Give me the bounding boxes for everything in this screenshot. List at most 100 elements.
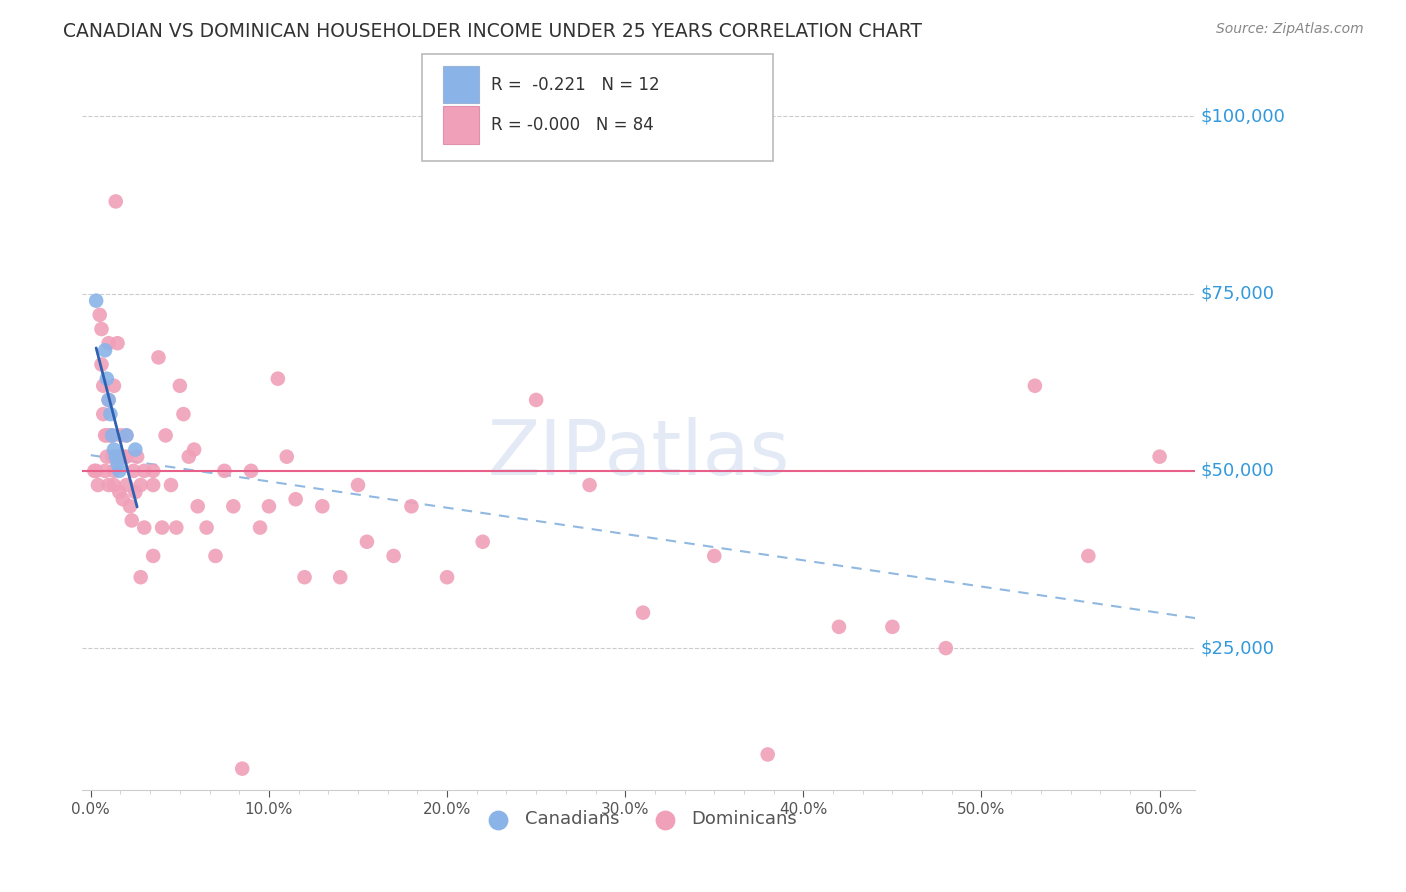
- Point: [115, 428, 138, 442]
- Text: $25,000: $25,000: [1201, 639, 1275, 657]
- Point: [111, 450, 134, 464]
- Point: [90, 322, 112, 336]
- Point: [703, 549, 725, 563]
- Point: [935, 641, 957, 656]
- Point: [524, 392, 547, 407]
- Point: [284, 492, 307, 507]
- Point: [100, 428, 122, 442]
- Point: [578, 478, 600, 492]
- Point: [240, 464, 263, 478]
- Point: [103, 378, 125, 392]
- Point: [169, 378, 191, 392]
- Point: [267, 372, 290, 386]
- Text: R =  -0.221   N = 12: R = -0.221 N = 12: [491, 76, 659, 94]
- Point: [96, 428, 118, 442]
- Point: [97, 478, 120, 492]
- Point: [101, 428, 124, 442]
- Point: [103, 442, 125, 457]
- Point: [104, 450, 127, 464]
- Point: [89, 308, 111, 322]
- Point: [108, 450, 131, 464]
- Point: [83, 464, 105, 478]
- Point: [103, 464, 125, 478]
- Point: [96, 372, 118, 386]
- Point: [294, 570, 316, 584]
- Point: [828, 620, 851, 634]
- Point: [183, 442, 205, 457]
- Point: [134, 464, 156, 478]
- Point: [115, 450, 138, 464]
- Point: [347, 478, 370, 492]
- Point: [127, 450, 149, 464]
- Point: [155, 428, 177, 442]
- Point: [115, 478, 138, 492]
- Point: [118, 500, 141, 514]
- Text: Source: ZipAtlas.com: Source: ZipAtlas.com: [1216, 22, 1364, 37]
- Point: [382, 549, 405, 563]
- Text: $50,000: $50,000: [1201, 462, 1275, 480]
- Point: [94, 343, 117, 358]
- Point: [172, 407, 194, 421]
- Point: [311, 500, 333, 514]
- Point: [1024, 378, 1046, 392]
- Point: [160, 478, 183, 492]
- Point: [101, 428, 124, 442]
- Point: [129, 478, 152, 492]
- Point: [231, 762, 253, 776]
- Point: [276, 450, 298, 464]
- Point: [91, 407, 114, 421]
- Point: [108, 485, 131, 500]
- Point: [214, 464, 236, 478]
- Point: [108, 464, 131, 478]
- Point: [177, 450, 200, 464]
- Point: [1149, 450, 1171, 464]
- Point: [471, 534, 494, 549]
- Point: [124, 485, 146, 500]
- Point: [94, 464, 117, 478]
- Point: [101, 450, 124, 464]
- Point: [104, 194, 127, 209]
- Point: [107, 457, 129, 471]
- Point: [142, 464, 165, 478]
- Point: [84, 464, 107, 478]
- Text: ZIPatlas: ZIPatlas: [488, 417, 790, 491]
- Point: [121, 513, 143, 527]
- Point: [631, 606, 654, 620]
- Text: $75,000: $75,000: [1201, 285, 1275, 302]
- Point: [134, 520, 156, 534]
- Point: [204, 549, 226, 563]
- Point: [129, 570, 152, 584]
- Point: [436, 570, 458, 584]
- Point: [195, 520, 218, 534]
- Point: [249, 520, 271, 534]
- Point: [142, 478, 165, 492]
- Point: [107, 336, 129, 351]
- Point: [148, 351, 170, 365]
- Point: [94, 428, 117, 442]
- Point: [111, 492, 134, 507]
- Legend: Canadians, Dominicans: Canadians, Dominicans: [472, 803, 804, 836]
- Point: [96, 450, 118, 464]
- Point: [97, 336, 120, 351]
- Point: [87, 478, 110, 492]
- Point: [97, 392, 120, 407]
- Point: [142, 549, 165, 563]
- Point: [882, 620, 904, 634]
- Point: [187, 500, 209, 514]
- Text: $100,000: $100,000: [1201, 107, 1285, 125]
- Point: [356, 534, 378, 549]
- Point: [115, 428, 138, 442]
- Point: [329, 570, 352, 584]
- Point: [257, 500, 280, 514]
- Point: [222, 500, 245, 514]
- Point: [165, 520, 187, 534]
- Point: [1077, 549, 1099, 563]
- Point: [756, 747, 779, 762]
- Text: R = -0.000   N = 84: R = -0.000 N = 84: [491, 116, 654, 134]
- Point: [91, 378, 114, 392]
- Text: CANADIAN VS DOMINICAN HOUSEHOLDER INCOME UNDER 25 YEARS CORRELATION CHART: CANADIAN VS DOMINICAN HOUSEHOLDER INCOME…: [63, 22, 922, 41]
- Point: [124, 442, 146, 457]
- Point: [84, 293, 107, 308]
- Point: [122, 464, 145, 478]
- Point: [103, 478, 125, 492]
